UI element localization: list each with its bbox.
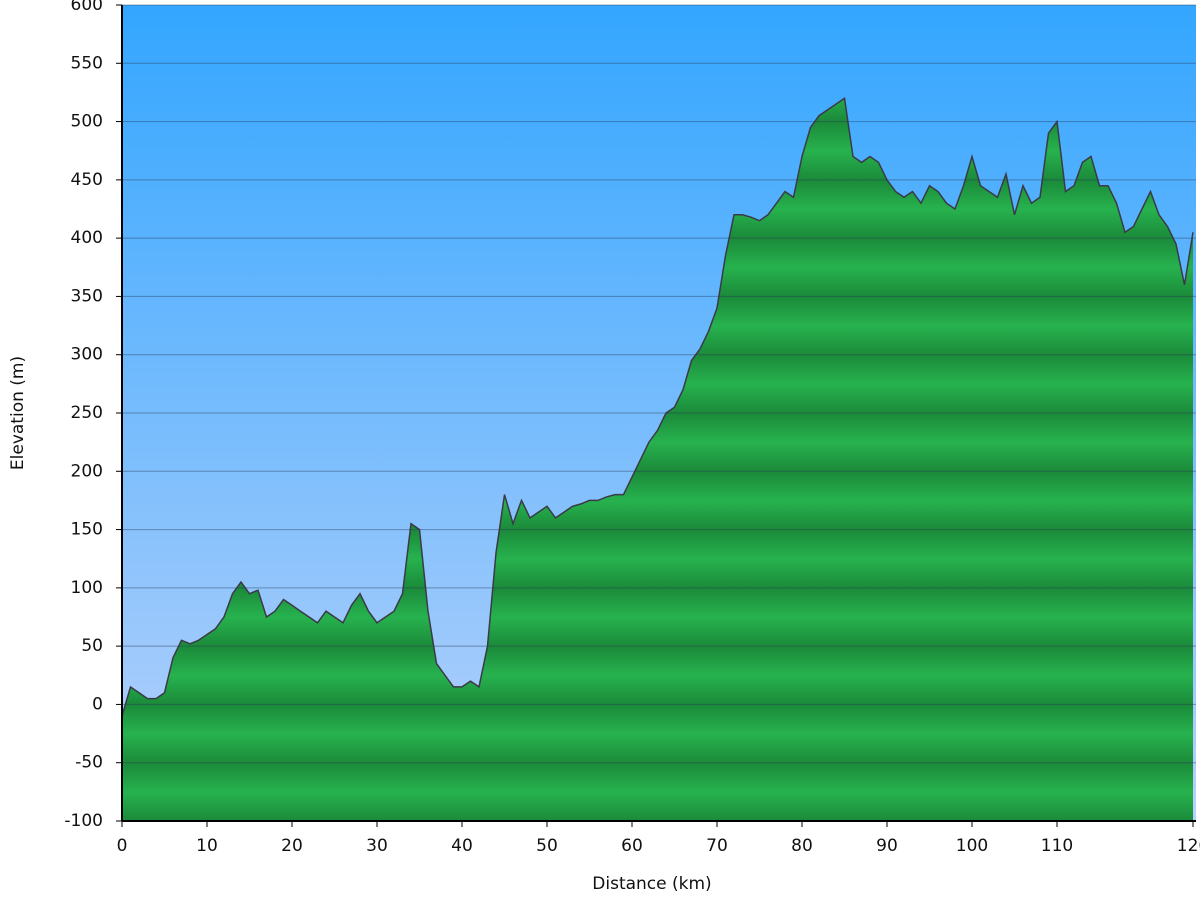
y-tick-label: 300 (71, 345, 103, 365)
y-tick-label: 50 (81, 636, 103, 656)
elevation-line (121, 97, 1194, 717)
y-tick-label: 100 (71, 578, 103, 598)
x-tick-label: 90 (876, 836, 898, 856)
x-tick-label: 20 (281, 836, 303, 856)
y-axis-label: Elevation (m) (8, 356, 28, 470)
x-tick-label: 30 (366, 836, 388, 856)
x-tick-label: 100 (956, 836, 988, 856)
y-tick-label: 0 (92, 694, 103, 714)
y-tick-label: 150 (71, 520, 103, 540)
y-tick-label: 500 (71, 112, 103, 132)
x-tick-label: 80 (791, 836, 813, 856)
y-tick-label: 400 (71, 228, 103, 248)
x-tick-label: 50 (536, 836, 558, 856)
y-tick-label: 350 (71, 286, 103, 306)
x-tick-label: 70 (706, 836, 728, 856)
y-tick-label: -100 (64, 811, 103, 831)
x-tick-label: 60 (621, 836, 643, 856)
x-tick-label: 40 (451, 836, 473, 856)
x-axis-label: Distance (km) (592, 874, 711, 894)
y-tick-label: 450 (71, 170, 103, 190)
x-tick-label: 126 (1177, 836, 1200, 856)
y-tick-label: 200 (71, 461, 103, 481)
y-tick-label: 250 (71, 403, 103, 423)
x-tick-label: 110 (1041, 836, 1073, 856)
y-tick-label: 550 (71, 53, 103, 73)
x-tick-label: 10 (196, 836, 218, 856)
y-tick-label: 600 (71, 0, 103, 15)
y-tick-label: -50 (75, 753, 103, 773)
elevation-area (122, 98, 1193, 822)
x-tick-label: 0 (117, 836, 128, 856)
